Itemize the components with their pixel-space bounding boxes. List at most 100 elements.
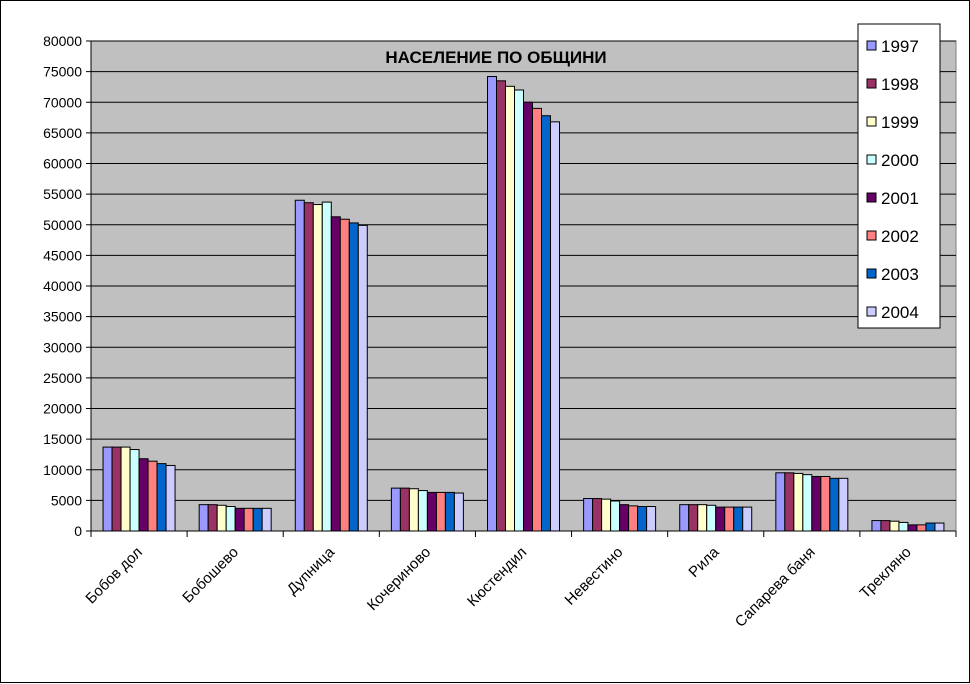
legend-label: 1997: [881, 37, 919, 56]
bar-1999-1: [216, 504, 227, 532]
bar-1997-1: [198, 504, 209, 532]
bar-2000-1: [225, 506, 236, 532]
bar-2002-7: [820, 475, 831, 532]
bar-2002-8: [916, 524, 927, 532]
bar-1997-2: [294, 199, 305, 532]
bar-1998-2: [303, 202, 314, 532]
bar-1997-6: [679, 504, 690, 532]
legend: 1997 1998 1999 2000 2001 2002 2003 2004: [857, 23, 941, 329]
y-tick-label: 80000: [43, 33, 82, 49]
category-label: Трекляно: [857, 544, 915, 602]
bar-2004-0: [165, 464, 176, 532]
bar-2004-5: [646, 506, 657, 532]
bar-1999-3: [408, 488, 419, 532]
y-tick-label: 70000: [43, 94, 82, 110]
bar-2002-0: [147, 460, 158, 532]
legend-swatch-2000: [866, 154, 877, 165]
bar-2004-1: [261, 507, 272, 532]
y-tick-label: 45000: [43, 247, 82, 263]
axes: 0 5000 10000 15000 20000 25000 30000 35000 40000…: [43, 33, 957, 539]
bar-2000-8: [898, 521, 909, 532]
bar-2001-1: [234, 507, 245, 532]
bar-2001-5: [619, 504, 630, 532]
y-tick-label: 35000: [43, 309, 82, 325]
bar-1998-6: [688, 504, 699, 532]
bar-1999-4: [505, 85, 515, 532]
bars: [102, 76, 945, 532]
bar-1998-5: [592, 498, 603, 532]
bar-2003-6: [733, 506, 744, 532]
bar-2002-1: [243, 507, 254, 532]
legend-swatch-1997: [866, 40, 877, 51]
bar-2003-1: [252, 507, 263, 532]
legend-label: 2002: [881, 227, 919, 246]
y-tick-label: 55000: [43, 186, 82, 202]
category-label: Бобов дол: [82, 544, 145, 607]
bar-1997-4: [487, 76, 497, 532]
bar-2003-4: [541, 115, 551, 532]
chart-title: НАСЕЛЕНИЕ ПО ОБЩИНИ: [385, 48, 606, 67]
bar-2003-3: [444, 491, 455, 532]
bar-2000-0: [129, 449, 140, 532]
legend-label: 2001: [881, 189, 919, 208]
category-label: Бобошево: [179, 544, 242, 607]
category-label: Кюстендил: [464, 544, 530, 610]
bar-1999-0: [120, 446, 131, 532]
legend-label: 2004: [881, 303, 919, 322]
category-labels: Бобов дол Бобошево Дупница Кочериново Кюстен…: [82, 543, 914, 630]
bar-2002-6: [724, 506, 735, 532]
y-tick-label: 30000: [43, 339, 82, 355]
bar-1997-3: [390, 487, 401, 532]
bar-1997-0: [102, 446, 113, 532]
bar-2004-6: [742, 506, 753, 532]
bar-2002-5: [628, 505, 639, 532]
bar-2000-3: [417, 490, 428, 532]
bar-1999-7: [793, 472, 804, 532]
bar-2002-2: [339, 218, 350, 532]
bar-1999-6: [697, 504, 708, 532]
bar-2000-2: [321, 201, 332, 532]
bar-1999-2: [312, 204, 323, 532]
y-tick-label: 5000: [51, 492, 82, 508]
y-tick-label: 65000: [43, 125, 82, 141]
y-tick-label: 15000: [43, 431, 82, 447]
category-label: Невестино: [562, 544, 627, 609]
y-tick-label: 60000: [43, 156, 82, 172]
bar-1999-8: [889, 520, 900, 532]
bar-1999-5: [601, 498, 612, 532]
legend-swatch-1999: [866, 116, 877, 127]
bar-2001-3: [426, 491, 437, 532]
legend-swatch-1998: [866, 78, 877, 89]
y-tick-label: 75000: [43, 64, 82, 80]
bar-2003-8: [925, 522, 936, 532]
bar-2003-0: [156, 463, 167, 532]
bar-2000-7: [802, 474, 813, 532]
category-label: Рила: [685, 543, 723, 581]
bar-1997-5: [583, 498, 594, 532]
bar-2000-4: [514, 89, 524, 532]
legend-swatch-2003: [866, 268, 877, 279]
bar-2003-5: [637, 506, 648, 532]
bar-2003-7: [829, 477, 840, 532]
legend-label: 2000: [881, 151, 919, 170]
legend-swatch-2002: [866, 230, 877, 241]
y-tick-label: 40000: [43, 278, 82, 294]
legend-label: 1998: [881, 75, 919, 94]
bar-2004-4: [550, 121, 560, 532]
bar-2000-6: [706, 504, 717, 532]
category-label: Дупница: [284, 543, 339, 598]
bar-2003-2: [348, 222, 359, 532]
bar-2001-0: [138, 458, 149, 532]
bar-2004-3: [453, 492, 464, 532]
bar-1998-1: [207, 504, 218, 532]
bar-2001-7: [811, 475, 822, 532]
category-label: Сапарева баня: [732, 544, 819, 631]
bar-1998-8: [880, 520, 891, 532]
bar-1997-7: [775, 472, 786, 532]
bar-2001-8: [907, 524, 918, 532]
bar-1998-3: [399, 487, 410, 532]
bar-1997-8: [871, 520, 882, 532]
legend-swatch-2004: [866, 306, 877, 317]
category-label: Кочериново: [364, 544, 434, 614]
bar-1998-4: [496, 80, 506, 532]
